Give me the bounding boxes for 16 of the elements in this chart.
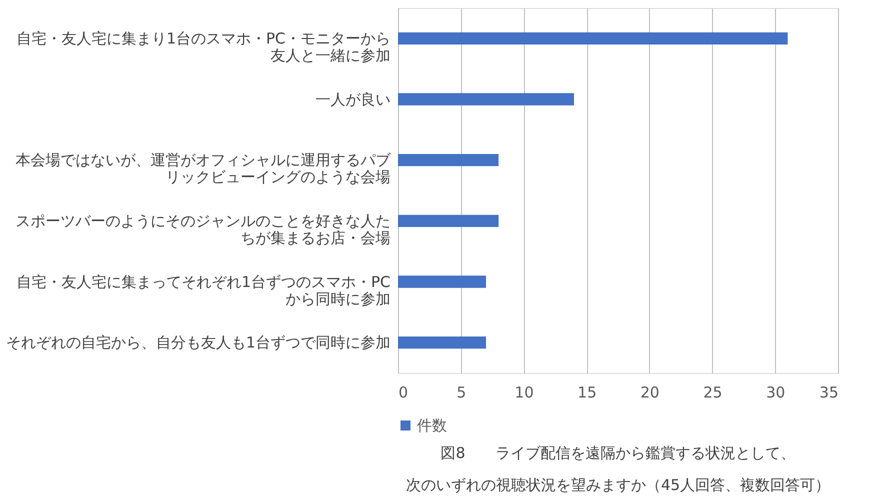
x-tick-label: 30 <box>766 384 786 402</box>
y-tick-label: スポーツバーのようにそのジャンルのことを好きな人たちが集まるお店・会場 <box>16 212 390 247</box>
x-tick-label: 0 <box>398 384 408 402</box>
y-tick-label: 本会場ではないが、運営がオフィシャルに運用するパブリックビューイングのような会場 <box>16 151 392 186</box>
x-tick-label: 20 <box>640 384 660 402</box>
y-tick-label: 一人が良い <box>316 90 390 108</box>
y-tick-label: それぞれの自宅から、自分も友人も1台ずつで同時に参加 <box>6 334 390 352</box>
x-tick-label: 35 <box>819 384 838 402</box>
y-tick-label: 自宅・友人宅に集まってそれぞれ1台ずつのスマホ・PCから同時に参加 <box>16 272 390 308</box>
text: 図8 ライブ配信を遠隔から鑑賞する状況として、次のいずれの視聴状況を望みますか（45人回答、複数回答可） <box>406 444 830 494</box>
x-tick-label: 15 <box>578 384 597 402</box>
x-tick-label: 10 <box>514 384 534 402</box>
x-tick-label: 5 <box>456 384 466 402</box>
legend-label: 件数 <box>417 416 447 434</box>
x-tick-label: 25 <box>703 384 722 402</box>
y-tick-label: 自宅・友人宅に集まり1台のスマホ・PC・モニターから友人と一緒に参加 <box>16 29 390 64</box>
